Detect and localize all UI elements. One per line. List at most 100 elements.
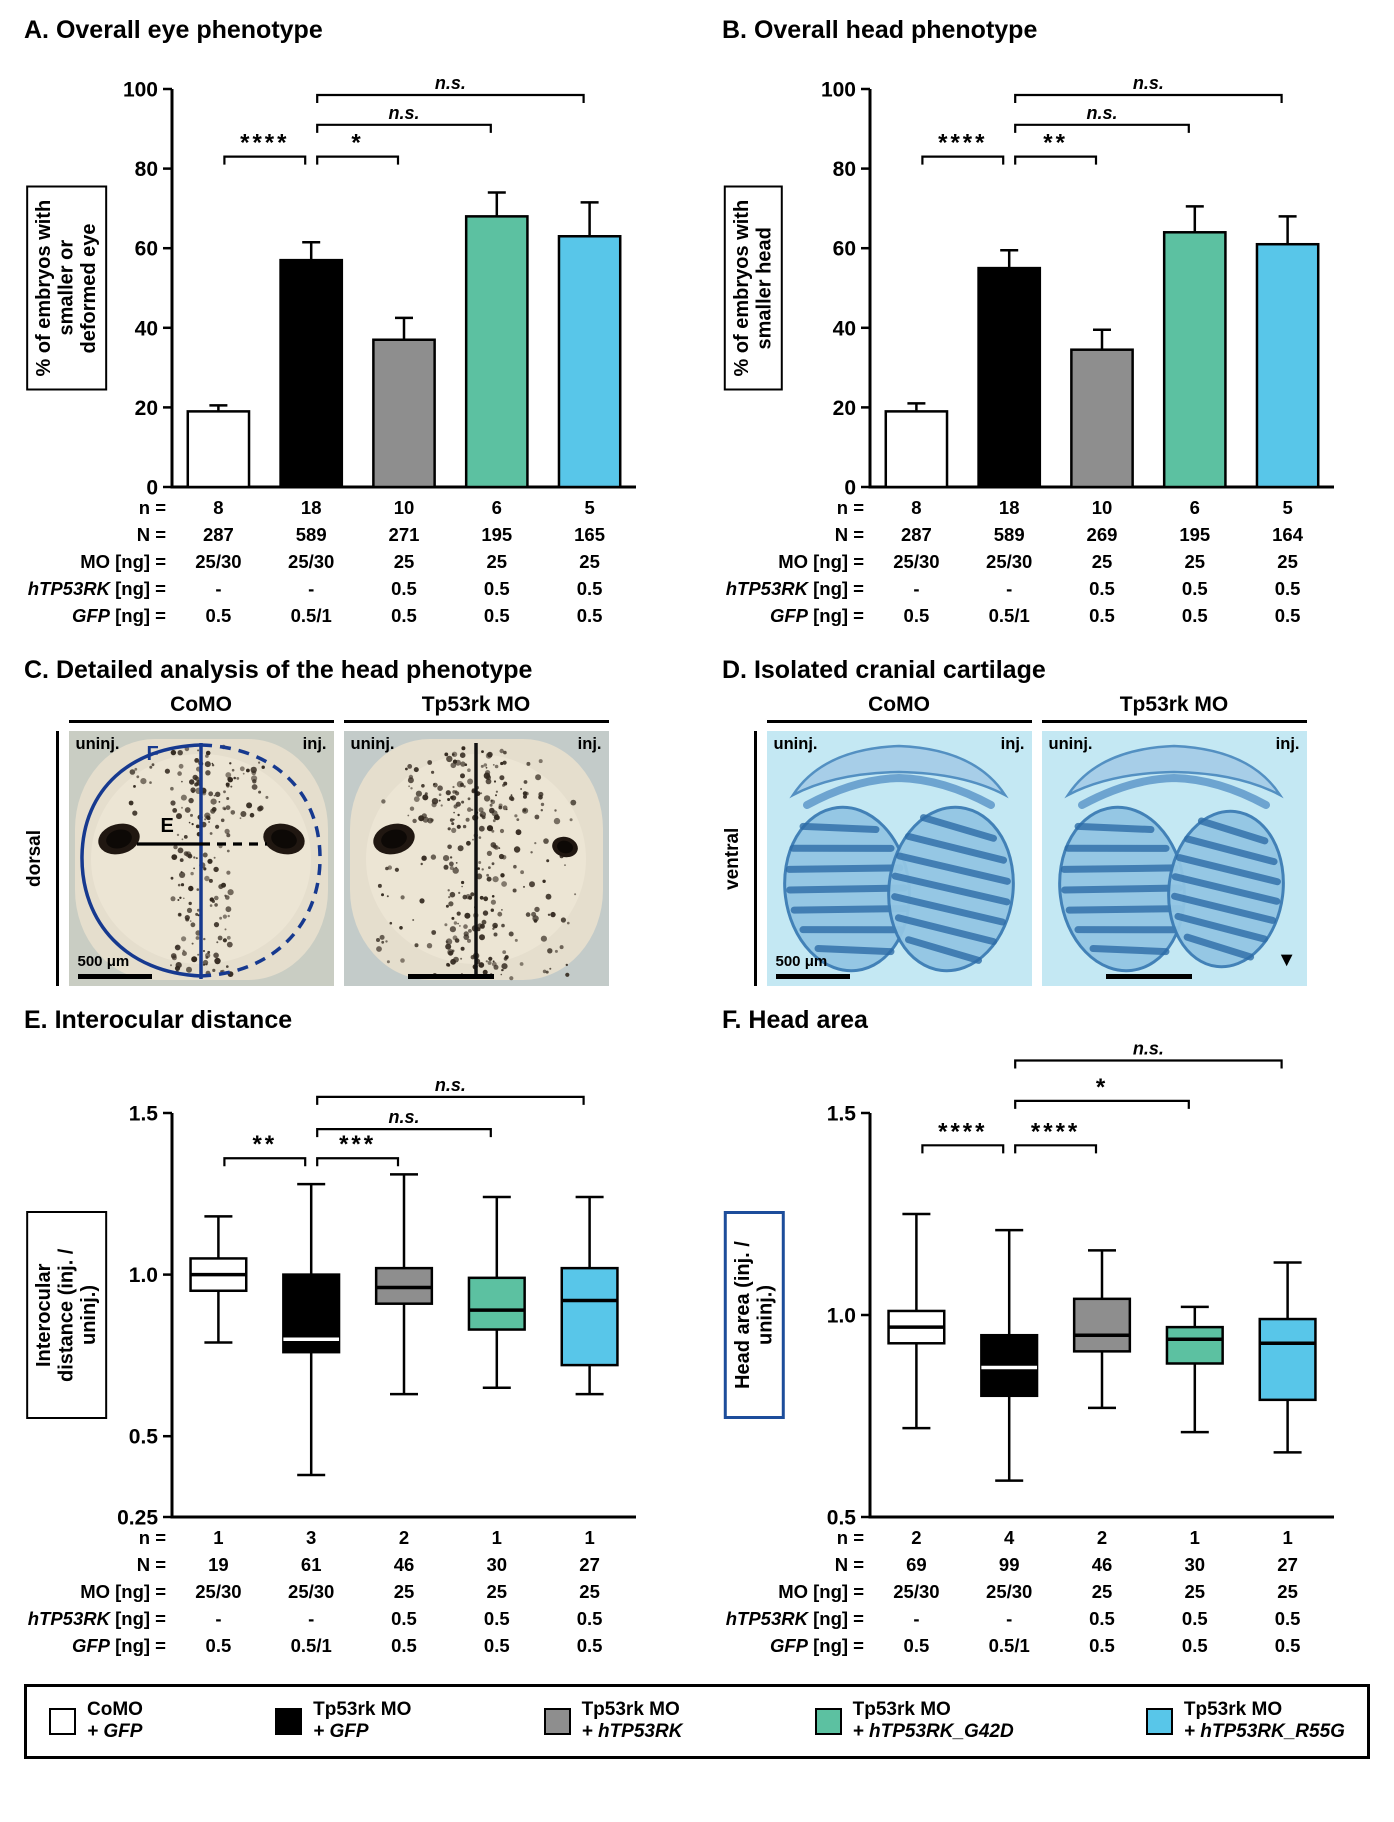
significance-label: n.s. (388, 1107, 419, 1127)
panel-e-title: E. Interocular distance (24, 1006, 293, 1034)
morphant-dorsal-micrograph: uninj. inj. (343, 731, 609, 986)
sample-table-row: GFP [ng] = 0.5 0.5/1 0.5 0.5 0.5 (24, 1635, 672, 1662)
y-tick-label: 80 (833, 158, 856, 181)
table-cell: 1 (1189, 1527, 1200, 1548)
legend-label-line2: + hTP53RK (581, 1721, 683, 1743)
injected-side-label: inj. (302, 735, 327, 753)
table-row-label: MO [ng] = (80, 551, 166, 572)
table-cell: - (308, 1608, 315, 1629)
table-cell: 99 (998, 1554, 1020, 1575)
significance-bracket (1014, 1099, 1190, 1109)
significance-label: *** (339, 1131, 376, 1158)
table-cell: 8 (911, 497, 922, 518)
table-cell: 25 (393, 551, 415, 572)
table-cell: 27 (1277, 1554, 1298, 1575)
significance-label: * (1096, 1074, 1108, 1101)
box (1072, 1297, 1132, 1353)
table-cell: 0.5 (483, 1635, 510, 1656)
table-row-label: N = (136, 1554, 166, 1575)
table-cell: 18 (998, 497, 1020, 518)
table-cell: 0.5 (1089, 578, 1115, 599)
panel-c-title: C. Detailed analysis of the head phenoty… (24, 656, 533, 684)
table-cell: - (215, 1608, 222, 1629)
y-tick-label: 40 (135, 317, 158, 340)
table-cell: 0.5/1 (290, 1635, 332, 1656)
table-cell: 25 (486, 551, 508, 572)
table-cell: 10 (393, 497, 415, 518)
legend-color-swatch (275, 1707, 303, 1735)
table-cell: 164 (1272, 524, 1304, 545)
table-cell: 61 (300, 1554, 322, 1575)
table-cell: 1 (491, 1527, 502, 1548)
table-cell: 0.5 (1274, 578, 1301, 599)
table-row-label: n = (138, 1527, 166, 1548)
panel-d-morphant-column: Tp53rk MO uninj. inj. ▼ (1041, 693, 1307, 986)
significance-label: n.s. (388, 103, 419, 123)
significance-label: n.s. (1133, 1038, 1164, 1058)
table-cell: 2 (1096, 1527, 1108, 1548)
table-cell: 0.5 (1089, 1608, 1115, 1629)
table-row-label: hTP53RK [ng] = (27, 578, 166, 599)
table-cell: 25 (1184, 1581, 1206, 1602)
panel-f-sample-table: n = 2 4 2 1 1 N = 69 99 46 30 27 MO [ng] = 25/30 25/30… (722, 1527, 1370, 1662)
table-cell: 287 (202, 524, 234, 545)
scale-bar-label: 500 μm (775, 953, 828, 970)
scale-bar (407, 974, 494, 979)
side-bracket-line (56, 731, 59, 986)
significance-bracket (316, 155, 400, 165)
significance-label: ** (252, 1131, 277, 1158)
table-cell: 46 (393, 1554, 415, 1575)
table-cell: 8 (213, 497, 224, 518)
table-cell: 0.5 (391, 1608, 417, 1629)
como-cartilage-micrograph: uninj. inj. 500 μm (766, 731, 1032, 986)
embryo-photo-morphant (343, 731, 609, 986)
y-tick-label: 60 (135, 238, 158, 261)
table-cell: 0.5 (1274, 1635, 1301, 1656)
table-cell: 4 (1004, 1527, 1015, 1548)
box (467, 1276, 526, 1331)
y-tick-label: 1.0 (129, 1264, 158, 1287)
table-cell: 2 (398, 1527, 410, 1548)
scale-bar (77, 974, 152, 979)
table-cell: 165 (574, 524, 606, 545)
table-cell: 25 (1184, 551, 1206, 572)
table-cell: 25/30 (288, 1581, 335, 1602)
panel-f-box-plot: 0.51.01.5**** *****n.s. (827, 1038, 1334, 1530)
table-cell: 0.5 (576, 578, 603, 599)
figure-legend: CoMO + GFP Tp53rk MO + GFP Tp53rk MO + hTP53R… (24, 1684, 1370, 1759)
table-cell: 25 (1277, 1581, 1298, 1602)
marker-e-label: E (160, 815, 174, 837)
dorsal-orientation-label: dorsal (24, 829, 45, 888)
table-cell: 0.5 (483, 1608, 510, 1629)
uninjected-side-label: uninj. (75, 735, 120, 753)
table-cell: - (308, 578, 315, 599)
table-row-label: MO [ng] = (778, 551, 864, 572)
table-cell: 0.5/1 (988, 605, 1030, 626)
panel-b-sample-table: n = 8 18 10 6 5 N = 287 589 269 195 164 MO [ng] = 25/… (722, 497, 1370, 632)
table-cell: 5 (584, 497, 595, 518)
table-cell: 25 (1277, 551, 1298, 572)
box (980, 1333, 1039, 1398)
table-cell: 589 (993, 524, 1025, 545)
significance-label: **** (938, 1118, 987, 1145)
sample-table-row: N = 19 61 46 30 27 (24, 1554, 672, 1581)
sample-table-row: hTP53RK [ng] = - - 0.5 0.5 0.5 (24, 578, 672, 605)
table-cell: 25/30 (893, 551, 940, 572)
table-cell: 25 (1091, 1581, 1113, 1602)
sample-table-row: N = 69 99 46 30 27 (722, 1554, 1370, 1581)
table-cell: 46 (1091, 1554, 1113, 1575)
table-cell: 25 (1091, 551, 1113, 572)
bar (1070, 348, 1134, 489)
y-tick-label: 0 (146, 477, 158, 500)
table-row-label: GFP [ng] = (71, 605, 166, 626)
panel-b-chart-area: % of embryos with smaller head 0 20 40 60 80… (722, 53, 1370, 500)
significance-bracket (1014, 1144, 1098, 1154)
bar (464, 215, 529, 489)
table-row-label: GFP [ng] = (769, 1635, 864, 1656)
box (560, 1266, 619, 1367)
uninjected-side-label: uninj. (1048, 735, 1093, 753)
legend-label-line2: + GFP (313, 1721, 369, 1743)
panel-interocular-distance: E. Interocular distance Interocular dist… (24, 1006, 672, 1662)
legend-label-line1: CoMO (87, 1699, 143, 1720)
